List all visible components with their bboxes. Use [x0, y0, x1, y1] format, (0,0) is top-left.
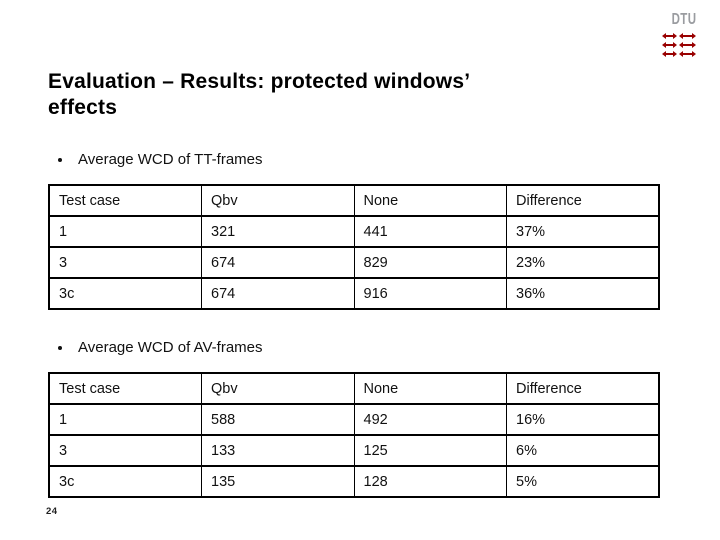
table-cell: 36% [506, 277, 660, 310]
dtu-logo: DTU [662, 12, 696, 57]
header-cell: Test case [48, 184, 202, 217]
header-cell: None [353, 184, 507, 217]
header-cell: Qbv [201, 372, 355, 405]
section-av-frames: Average WCD of AV-frames Test case Qbv N… [48, 338, 660, 498]
table-cell: 135 [201, 465, 355, 498]
table-cell: 128 [353, 465, 507, 498]
table-row: 1 321 441 37% [48, 215, 660, 248]
table-cell: 1 [48, 403, 202, 436]
table-cell: 6% [506, 434, 660, 467]
table-cell: 321 [201, 215, 355, 248]
dtu-logo-mark-icon [662, 28, 696, 57]
header-cell: None [353, 372, 507, 405]
wcd-table-tt: Test case Qbv None Difference 1 321 441 … [48, 184, 660, 310]
bullet-label: Average WCD of TT-frames [78, 150, 263, 168]
dtu-logo-text: DTU [671, 11, 696, 28]
table-cell: 37% [506, 215, 660, 248]
table-row: 3c 135 128 5% [48, 465, 660, 498]
wcd-table-av: Test case Qbv None Difference 1 588 492 … [48, 372, 660, 498]
slide-title-line-1: Evaluation – Results: protected windows’ [48, 70, 471, 94]
table-cell: 3c [48, 465, 202, 498]
table-header-row: Test case Qbv None Difference [48, 372, 660, 405]
table-row: 3c 674 916 36% [48, 277, 660, 310]
table-cell: 916 [353, 277, 507, 310]
table-row: 3 674 829 23% [48, 246, 660, 279]
table-cell: 674 [201, 246, 355, 279]
header-cell: Difference [506, 372, 660, 405]
section-tt-frames: Average WCD of TT-frames Test case Qbv N… [48, 150, 660, 310]
table-cell: 23% [506, 246, 660, 279]
table-cell: 3 [48, 434, 202, 467]
table-cell: 3 [48, 246, 202, 279]
table-cell: 16% [506, 403, 660, 436]
header-cell: Test case [48, 372, 202, 405]
table-header-row: Test case Qbv None Difference [48, 184, 660, 217]
slide-title: Evaluation – Results: protected windows’… [48, 69, 628, 121]
table-cell: 441 [353, 215, 507, 248]
table-cell: 588 [201, 403, 355, 436]
table-cell: 1 [48, 215, 202, 248]
header-cell: Difference [506, 184, 660, 217]
bullet-label: Average WCD of AV-frames [78, 338, 263, 356]
table-cell: 492 [353, 403, 507, 436]
slide-title-line-2: effects [48, 96, 118, 120]
table-row: 1 588 492 16% [48, 403, 660, 436]
bullet-dot-icon [58, 345, 62, 350]
table-cell: 3c [48, 277, 202, 310]
header-cell: Qbv [201, 184, 355, 217]
table-cell: 125 [353, 434, 507, 467]
table-cell: 133 [201, 434, 355, 467]
table-cell: 674 [201, 277, 355, 310]
page-number: 24 [46, 506, 58, 517]
table-cell: 829 [353, 246, 507, 279]
table-row: 3 133 125 6% [48, 434, 660, 467]
bullet-item: Average WCD of TT-frames [48, 150, 660, 168]
bullet-item: Average WCD of AV-frames [48, 338, 660, 356]
table-cell: 5% [506, 465, 660, 498]
bullet-dot-icon [58, 157, 62, 162]
